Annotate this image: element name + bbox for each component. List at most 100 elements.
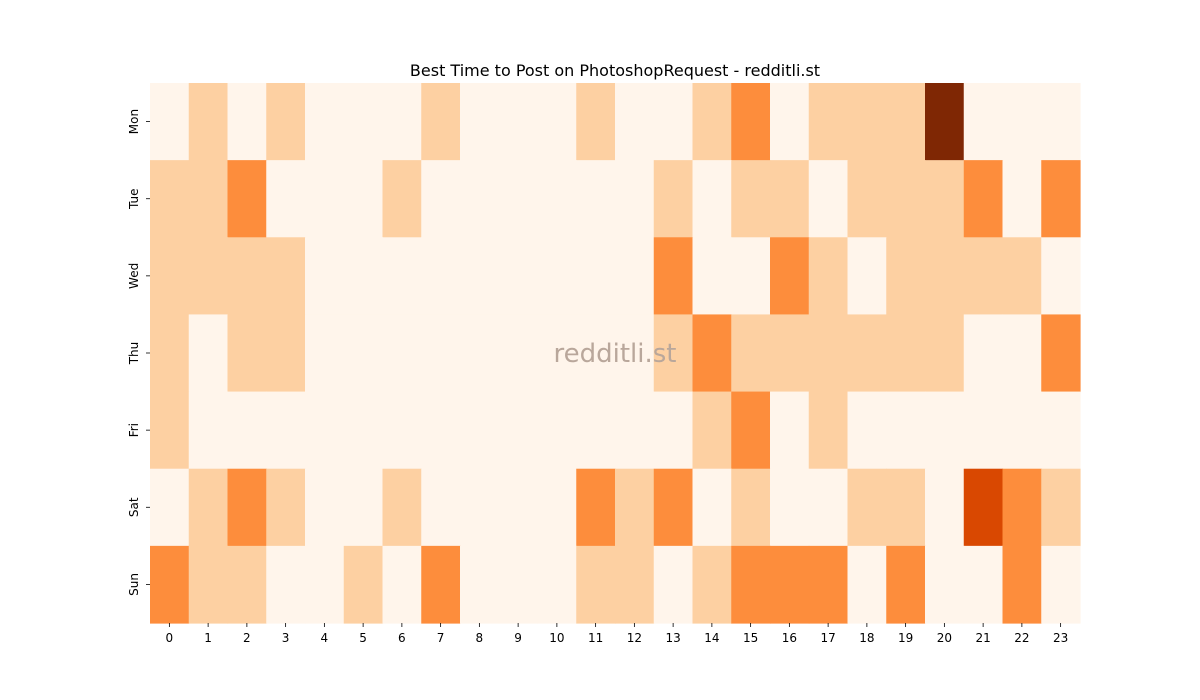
heatmap-cell-fri-4	[305, 391, 345, 470]
heatmap-cell-fri-1	[188, 391, 229, 470]
heatmap-cell-wed-21	[963, 237, 1004, 316]
heatmap-cell-thu-4	[305, 314, 345, 393]
heatmap-cell-sun-9	[498, 545, 539, 624]
heatmap-cell-sat-17	[808, 468, 849, 547]
heatmap-cell-wed-20	[925, 237, 965, 316]
y-tick-label: Wed	[127, 263, 141, 289]
y-tick-label: Thu	[127, 342, 141, 366]
heatmap-cell-sun-22	[1002, 545, 1042, 624]
y-tick-label: Sun	[127, 573, 141, 596]
heatmap-cell-tue-10	[537, 160, 577, 238]
heatmap-cell-mon-20	[925, 83, 965, 161]
heatmap-cell-sat-21	[963, 468, 1004, 547]
heatmap-cell-tue-5	[343, 160, 384, 238]
heatmap-cell-sat-23	[1041, 468, 1081, 547]
heatmap-cell-thu-23	[1041, 314, 1081, 393]
heatmap-cell-sat-14	[692, 468, 732, 547]
heatmap-cell-fri-12	[615, 391, 655, 470]
heatmap-cell-wed-18	[847, 237, 887, 316]
x-tick-label: 0	[166, 631, 174, 645]
heatmap-cell-thu-5	[343, 314, 384, 393]
heatmap-cell-mon-10	[537, 83, 577, 161]
heatmap-cell-tue-11	[576, 160, 616, 238]
heatmap-cell-thu-16	[770, 314, 810, 393]
heatmap-cell-fri-0	[150, 391, 190, 470]
heatmap-cell-sun-20	[925, 545, 965, 624]
heatmap-cell-mon-19	[886, 83, 926, 161]
x-tick-label: 9	[514, 631, 522, 645]
heatmap-cell-sat-7	[421, 468, 461, 547]
heatmap-cell-tue-17	[808, 160, 849, 238]
heatmap-cell-thu-17	[808, 314, 849, 393]
heatmap-cell-sat-8	[460, 468, 500, 547]
heatmap-cell-fri-18	[847, 391, 887, 470]
heatmap-cell-sun-16	[770, 545, 810, 624]
heatmap-cell-wed-0	[150, 237, 190, 316]
x-tick-label: 19	[898, 631, 913, 645]
heatmap-cell-sun-6	[382, 545, 422, 624]
heatmap-cell-sun-10	[537, 545, 577, 624]
heatmap-cell-tue-4	[305, 160, 345, 238]
heatmap-cell-sat-5	[343, 468, 384, 547]
heatmap-cell-thu-7	[421, 314, 461, 393]
heatmap-cell-sat-4	[305, 468, 345, 547]
heatmap-cell-sun-4	[305, 545, 345, 624]
heatmap-cell-thu-10	[537, 314, 577, 393]
heatmap-cell-mon-23	[1041, 83, 1081, 161]
heatmap-cell-thu-3	[266, 314, 306, 393]
heatmap-cell-fri-13	[653, 391, 694, 470]
x-tick-label: 18	[859, 631, 874, 645]
x-tick-label: 8	[476, 631, 484, 645]
heatmap-cell-tue-13	[653, 160, 694, 238]
heatmap-cell-wed-6	[382, 237, 422, 316]
heatmap-cell-fri-8	[460, 391, 500, 470]
heatmap-cell-tue-7	[421, 160, 461, 238]
heatmap-cell-sun-1	[188, 545, 229, 624]
heatmap-cell-tue-15	[731, 160, 771, 238]
heatmap-cell-tue-19	[886, 160, 926, 238]
heatmap-cell-mon-16	[770, 83, 810, 161]
x-tick-label: 10	[549, 631, 564, 645]
watermark: redditli.st	[554, 339, 677, 369]
heatmap-cell-fri-14	[692, 391, 732, 470]
y-tick-label: Tue	[127, 188, 141, 210]
heatmap-cell-fri-15	[731, 391, 771, 470]
heatmap-cell-sat-11	[576, 468, 616, 547]
heatmap-cell-tue-14	[692, 160, 732, 238]
heatmap-cell-mon-9	[498, 83, 539, 161]
heatmap-cell-sat-20	[925, 468, 965, 547]
heatmap-cell-sat-13	[653, 468, 694, 547]
heatmap-cell-thu-1	[188, 314, 229, 393]
heatmap-cell-mon-12	[615, 83, 655, 161]
heatmap-cells	[150, 83, 1081, 624]
heatmap-cell-sat-15	[731, 468, 771, 547]
heatmap-cell-sun-17	[808, 545, 849, 624]
heatmap-cell-tue-1	[188, 160, 229, 238]
heatmap-cell-fri-9	[498, 391, 539, 470]
heatmap-cell-tue-9	[498, 160, 539, 238]
x-tick-label: 12	[627, 631, 642, 645]
heatmap-cell-tue-3	[266, 160, 306, 238]
heatmap-cell-tue-20	[925, 160, 965, 238]
heatmap-cell-sat-12	[615, 468, 655, 547]
heatmap-cell-sat-16	[770, 468, 810, 547]
heatmap-cell-tue-12	[615, 160, 655, 238]
heatmap-cell-mon-8	[460, 83, 500, 161]
heatmap-cell-mon-0	[150, 83, 190, 161]
heatmap-cell-thu-18	[847, 314, 887, 393]
x-tick-label: 13	[665, 631, 680, 645]
heatmap-cell-sun-14	[692, 545, 732, 624]
heatmap-cell-sat-0	[150, 468, 190, 547]
heatmap-cell-thu-6	[382, 314, 422, 393]
x-tick-label: 17	[820, 631, 835, 645]
heatmap-cell-tue-6	[382, 160, 422, 238]
x-tick-label: 23	[1053, 631, 1068, 645]
heatmap-cell-mon-14	[692, 83, 732, 161]
x-tick-label: 4	[321, 631, 329, 645]
heatmap-cell-fri-5	[343, 391, 384, 470]
heatmap-cell-wed-12	[615, 237, 655, 316]
heatmap-cell-wed-9	[498, 237, 539, 316]
heatmap-cell-tue-8	[460, 160, 500, 238]
heatmap-cell-sun-8	[460, 545, 500, 624]
x-tick-label: 15	[743, 631, 758, 645]
